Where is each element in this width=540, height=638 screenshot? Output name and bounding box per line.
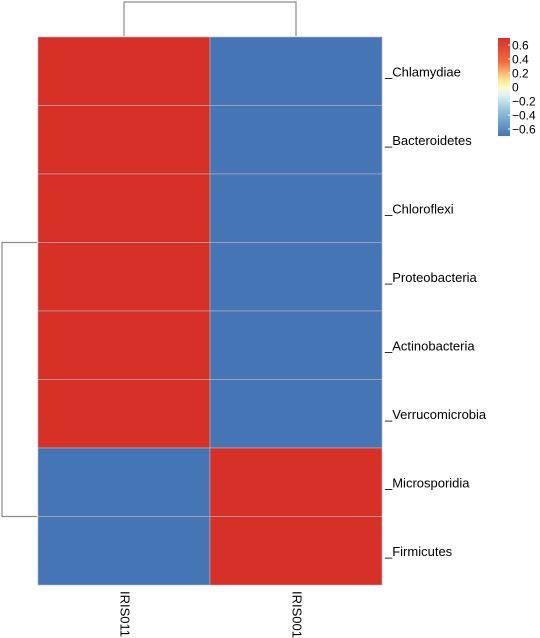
color-legend-label: 0	[512, 81, 519, 95]
column-labels: IRIS011 IRIS001	[118, 591, 305, 638]
heatmap-cell	[37, 310, 211, 380]
row-label: _Proteobacteria	[384, 270, 478, 285]
color-legend: 0.60.40.20−0.2−0.4−0.6	[498, 38, 536, 137]
color-legend-label: −0.2	[512, 95, 536, 109]
heatmap-cells	[37, 36, 383, 586]
heatmap-cell	[209, 310, 383, 380]
color-legend-label: 0.6	[512, 39, 529, 53]
column-dendrogram-branch	[123, 1, 297, 36]
heatmap-cell	[209, 242, 383, 312]
heatmap-cell	[209, 105, 383, 175]
row-label: _Actinobacteria	[384, 338, 475, 353]
color-legend-label: −0.6	[512, 123, 536, 137]
heatmap-cell	[209, 516, 383, 586]
row-label: _Verrucomicrobia	[384, 407, 487, 422]
row-label: _Firmicutes	[384, 544, 453, 559]
column-dendrogram	[123, 1, 297, 36]
column-label: IRIS011	[118, 591, 133, 637]
row-label: _Chloroflexi	[384, 201, 454, 216]
heatmap-cell	[37, 105, 211, 175]
heatmap-cell	[209, 36, 383, 106]
heatmap-cell	[37, 447, 211, 517]
color-legend-label: 0.4	[512, 53, 529, 67]
row-dendrogram	[1, 241, 37, 518]
heatmap-cell	[37, 516, 211, 586]
heatmap-cell	[37, 242, 211, 312]
heatmap-cell	[37, 36, 211, 106]
row-dendrogram-branch	[1, 241, 37, 518]
row-label: _Chlamydiae	[384, 64, 461, 79]
heatmap-cell	[209, 173, 383, 243]
column-label: IRIS001	[290, 591, 305, 638]
heatmap-cell	[209, 447, 383, 517]
color-legend-label: −0.4	[512, 109, 536, 123]
color-legend-label: 0.2	[512, 67, 529, 81]
row-label: _Bacteroidetes	[384, 133, 472, 148]
color-legend-bar	[498, 38, 510, 136]
heatmap-cell	[37, 173, 211, 243]
heatmap-cell	[37, 379, 211, 449]
row-labels: _Chlamydiae _Bacteroidetes _Chloroflexi _Pr…	[384, 64, 487, 559]
heatmap-cell	[209, 379, 383, 449]
row-label: _Microsporidia	[384, 475, 470, 490]
